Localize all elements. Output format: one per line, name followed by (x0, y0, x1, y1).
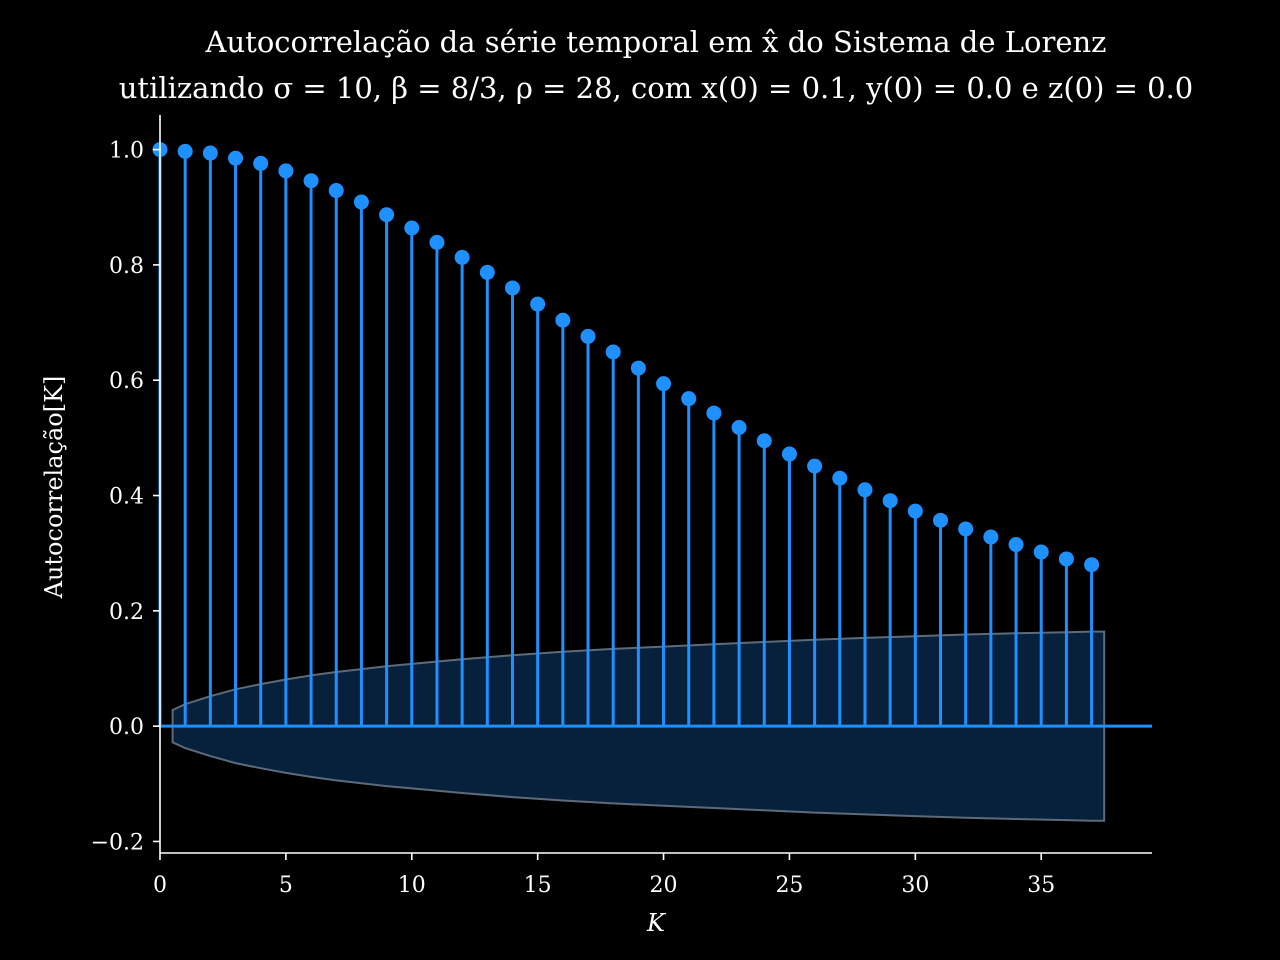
y-tick-label-1: 0.0 (109, 715, 144, 740)
y-tick-label-5: 0.8 (109, 254, 144, 279)
y-tick-label-6: 1.0 (109, 139, 144, 164)
stem-marker-5 (278, 163, 294, 179)
stem-marker-28 (857, 482, 873, 498)
stem-marker-15 (530, 296, 546, 312)
stem-marker-2 (202, 145, 218, 161)
stem-marker-24 (756, 433, 772, 449)
stem-marker-6 (303, 173, 319, 189)
stem-marker-14 (504, 280, 520, 296)
x-tick-label-5: 5 (279, 873, 293, 898)
stem-marker-20 (656, 376, 672, 392)
stem-marker-30 (907, 503, 923, 519)
stem-marker-3 (228, 150, 244, 166)
stem-marker-18 (605, 344, 621, 360)
x-tick-label-30: 30 (901, 873, 929, 898)
stem-marker-7 (328, 183, 344, 199)
stem-marker-34 (1008, 537, 1024, 553)
stem-marker-21 (681, 391, 697, 407)
y-tick-label-4: 0.6 (109, 369, 144, 394)
stem-marker-26 (807, 458, 823, 474)
chart-title-line1: Autocorrelação da série temporal em x̂ d… (205, 25, 1107, 59)
stem-marker-32 (958, 521, 974, 537)
y-tick-label-3: 0.4 (109, 485, 144, 510)
x-tick-label-20: 20 (650, 873, 678, 898)
y-tick-label-0: −0.2 (91, 830, 144, 855)
stem-marker-36 (1058, 551, 1074, 567)
stem-marker-27 (832, 470, 848, 486)
stem-marker-35 (1033, 544, 1049, 560)
stem-marker-17 (580, 328, 596, 344)
x-tick-label-0: 0 (153, 873, 167, 898)
x-tick-label-35: 35 (1027, 873, 1055, 898)
plot-area: 0 5 10 15 20 25 30 35 −0.2 0.0 0.2 0.4 0.6 0.8 1.0 (91, 115, 1152, 898)
stem-marker-10 (404, 220, 420, 236)
x-tick-label-10: 10 (398, 873, 426, 898)
x-tick-label-15: 15 (524, 873, 552, 898)
stem-marker-22 (706, 405, 722, 421)
x-axis-label: K (646, 909, 667, 937)
stem-marker-1 (177, 143, 193, 159)
stem-marker-29 (882, 493, 898, 509)
stem-marker-8 (353, 194, 369, 210)
stem-marker-12 (454, 249, 470, 265)
stem-marker-9 (379, 207, 395, 223)
y-axis-label: Autocorrelação[K] (40, 376, 68, 600)
x-tick-label-25: 25 (775, 873, 803, 898)
stem-marker-23 (731, 419, 747, 435)
chart-title-line2: utilizando σ = 10, β = 8/3, ρ = 28, com … (119, 71, 1194, 105)
stem-marker-33 (983, 529, 999, 545)
stem-marker-4 (253, 155, 269, 171)
stem-marker-31 (933, 512, 949, 528)
stem-marker-16 (555, 312, 571, 328)
stem-marker-13 (479, 264, 495, 280)
stem-marker-11 (429, 234, 445, 250)
stem-marker-25 (781, 446, 797, 462)
y-tick-label-2: 0.2 (109, 600, 144, 625)
stem-marker-37 (1084, 557, 1100, 573)
stem-marker-19 (630, 360, 646, 376)
